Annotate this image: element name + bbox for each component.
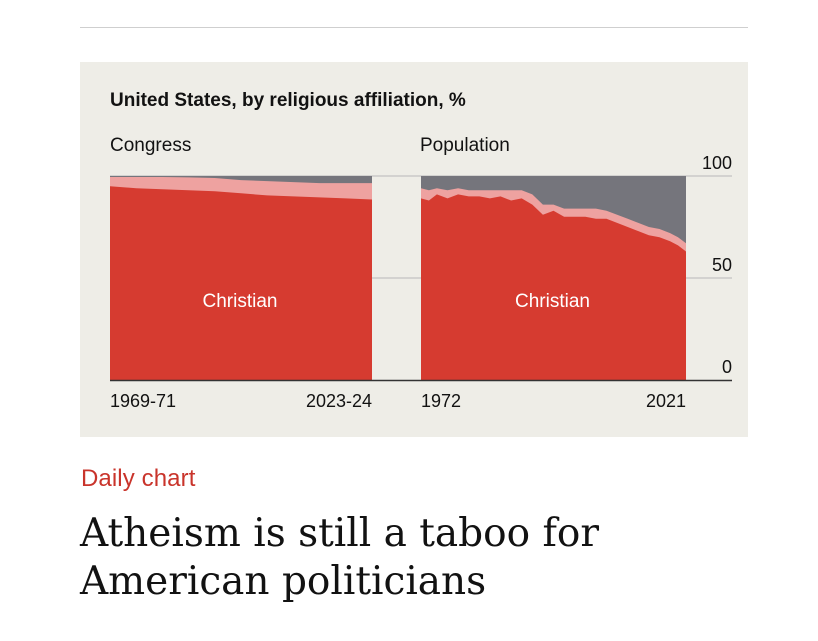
x-tick-label: 1972 <box>421 391 461 411</box>
chart-svg: United States, by religious affiliation,… <box>110 90 732 411</box>
y-tick-label: 0 <box>722 357 732 377</box>
chart-panel: United States, by religious affiliation,… <box>80 62 748 437</box>
area-label-christian: Christian <box>515 291 590 312</box>
kicker-daily-chart[interactable]: Daily chart <box>81 465 196 492</box>
area-christian-population <box>421 194 686 380</box>
area-christian-congress <box>110 186 372 380</box>
area-label-christian: Christian <box>203 291 278 312</box>
y-tick-label: 100 <box>702 153 732 173</box>
x-tick-label: 2021 <box>646 391 686 411</box>
x-tick-label: 2023-24 <box>306 391 372 411</box>
y-tick-label: 50 <box>712 255 732 275</box>
panel-title-population: Population <box>420 135 510 156</box>
top-divider <box>80 27 748 28</box>
x-tick-label: 1969-71 <box>110 391 176 411</box>
panel-title-congress: Congress <box>110 135 191 156</box>
chart-title: United States, by religious affiliation,… <box>110 90 466 111</box>
headline[interactable]: Atheism is still a taboo for American po… <box>80 511 600 604</box>
